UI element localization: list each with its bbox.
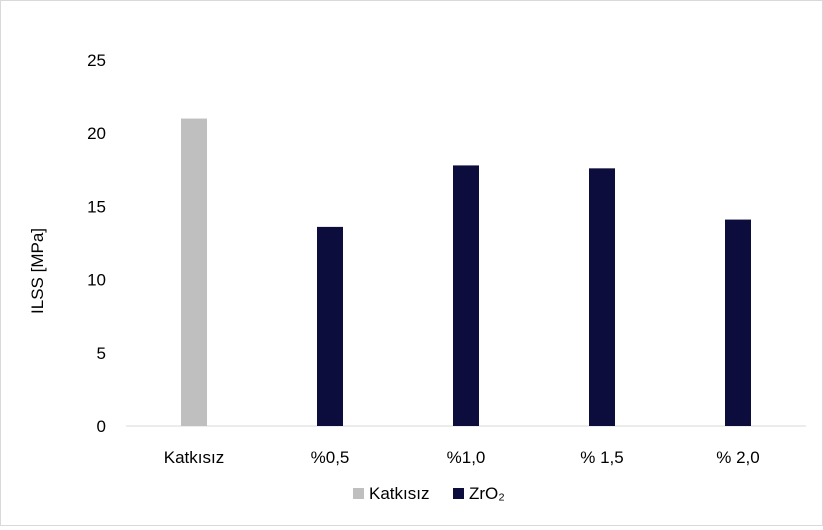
y-tick-label: 0 — [97, 417, 106, 436]
y-axis-ticks: 0 5 10 15 20 25 — [87, 51, 106, 436]
legend-label: ZrO₂ — [469, 484, 505, 503]
legend-label: Katkısız — [369, 484, 429, 503]
x-tick-label: %1,0 — [447, 448, 486, 467]
y-tick-label: 10 — [87, 271, 106, 290]
legend: Katkısız ZrO₂ — [353, 484, 505, 503]
y-tick-label: 5 — [97, 344, 106, 363]
bar — [725, 219, 751, 426]
bars — [181, 118, 751, 426]
y-axis-label: ILSS [MPa] — [28, 228, 47, 314]
bar — [181, 118, 207, 426]
bar — [453, 165, 479, 426]
bar — [317, 226, 343, 426]
bar — [589, 168, 615, 426]
y-tick-label: 25 — [87, 51, 106, 70]
x-tick-label: Katkısız — [164, 448, 224, 467]
y-tick-label: 15 — [87, 197, 106, 216]
x-tick-label: % 1,5 — [580, 448, 623, 467]
legend-swatch — [353, 488, 364, 499]
y-tick-label: 20 — [87, 124, 106, 143]
x-axis-ticks: Katkısız %0,5 %1,0 % 1,5 % 2,0 — [164, 448, 760, 467]
x-tick-label: %0,5 — [311, 448, 350, 467]
legend-swatch — [453, 488, 464, 499]
x-tick-label: % 2,0 — [716, 448, 759, 467]
